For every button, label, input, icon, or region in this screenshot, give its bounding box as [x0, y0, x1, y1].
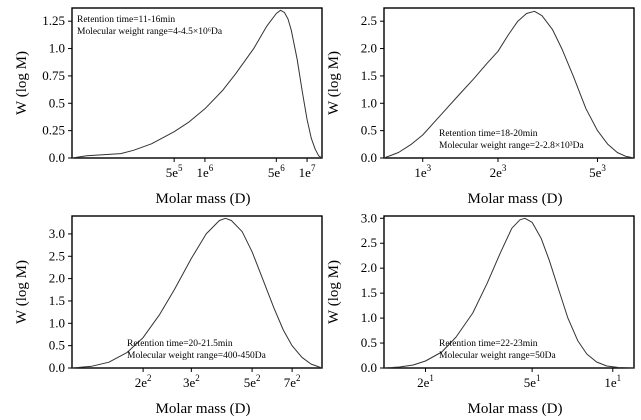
- x-tick-label: 2e1: [417, 373, 434, 390]
- y-tick-label: 2.5: [49, 248, 65, 263]
- y-tick-label: 1.25: [42, 13, 65, 28]
- y-tick-label: 0.5: [49, 95, 65, 110]
- x-tick-base: 5e: [524, 375, 537, 390]
- plot-frame: [71, 7, 323, 159]
- y-axis-title: W (log M): [326, 51, 342, 115]
- plot-frame: [383, 215, 635, 369]
- x-tick-base: 2e: [490, 165, 503, 180]
- x-tick-label: 5e3: [589, 163, 606, 180]
- series-line: [71, 217, 323, 369]
- y-tick-label: 1.0: [49, 315, 65, 330]
- x-tick-base: 2e: [135, 375, 148, 390]
- x-axis-title: Molar mass (D): [468, 191, 563, 207]
- x-tick-label: 1e3: [414, 163, 431, 180]
- x-tick-exponent: 3: [502, 163, 507, 173]
- x-tick-base: 1e: [197, 165, 210, 180]
- x-axis-title: Molar mass (D): [468, 401, 563, 417]
- y-tick-label: 0.0: [49, 150, 65, 165]
- y-tick-label: 1.5: [361, 285, 377, 300]
- x-tick-label: 5e5: [166, 163, 183, 180]
- x-tick-exponent: 2: [195, 373, 200, 383]
- x-tick-base: 5e: [244, 375, 257, 390]
- y-tick-label: 0.0: [361, 150, 377, 165]
- annotation-text: Molecular weight range=2-2.8×10³Da: [439, 141, 584, 151]
- y-tick-label: 0.5: [361, 335, 377, 350]
- x-tick-exponent: 1: [429, 373, 434, 383]
- x-tick-exponent: 7: [311, 163, 316, 173]
- y-tick-label: 1.0: [361, 95, 377, 110]
- x-tick-exponent: 2: [256, 373, 260, 383]
- x-tick-label: 7e2: [284, 373, 301, 390]
- plot-frame: [383, 7, 635, 159]
- x-tick-base: 1e: [414, 165, 427, 180]
- y-tick-label: 2.0: [361, 41, 377, 56]
- x-tick-exponent: 3: [601, 163, 606, 173]
- x-axis-title: Molar mass (D): [156, 191, 251, 207]
- annotation-text: Retention time=20-21.5min: [127, 339, 233, 349]
- x-tick-base: 2e: [417, 375, 430, 390]
- y-tick-label: 2.5: [361, 235, 377, 250]
- y-tick-label: 0.75: [42, 68, 65, 83]
- x-tick-label: 3e2: [183, 373, 200, 390]
- x-tick-label: 1e1: [604, 373, 621, 390]
- annotation-text: Molecular weight range=4-4.5×10⁶Da: [77, 27, 223, 37]
- x-tick-exponent: 6: [280, 163, 285, 173]
- y-axis-title: W (log M): [326, 260, 342, 324]
- y-tick-label: 0.0: [361, 360, 377, 375]
- x-tick-exponent: 1: [617, 373, 622, 383]
- series-line: [71, 9, 323, 159]
- annotation-text: Retention time=11-16min: [77, 15, 175, 25]
- series-line: [383, 217, 635, 369]
- x-axis-title: Molar mass (D): [156, 401, 251, 417]
- series-line: [383, 10, 635, 159]
- y-tick-label: 2.0: [361, 260, 377, 275]
- annotation-text: Molecular weight range=50Da: [439, 351, 556, 361]
- y-tick-label: 2.0: [49, 271, 65, 286]
- x-tick-base: 1e: [604, 375, 617, 390]
- x-tick-exponent: 2: [296, 373, 301, 383]
- x-tick-exponent: 2: [147, 373, 152, 383]
- annotation-text: Retention time=22-23min: [439, 339, 538, 349]
- x-tick-base: 5e: [166, 165, 179, 180]
- x-tick-exponent: 6: [209, 163, 214, 173]
- y-tick-label: 3.0: [49, 226, 65, 241]
- annotation-text: Molecular weight range=400-450Da: [127, 351, 267, 361]
- y-axis-title: W (log M): [14, 51, 30, 115]
- y-axis-title: W (log M): [14, 260, 30, 324]
- x-tick-base: 3e: [183, 375, 196, 390]
- x-tick-base: 5e: [268, 165, 281, 180]
- x-tick-label: 1e6: [197, 163, 214, 180]
- y-tick-label: 0.5: [361, 123, 377, 138]
- x-tick-label: 5e6: [268, 163, 285, 180]
- y-tick-label: 0.25: [42, 123, 65, 138]
- x-tick-exponent: 5: [178, 163, 183, 173]
- x-tick-exponent: 1: [536, 373, 541, 383]
- x-tick-label: 5e2: [244, 373, 261, 390]
- y-tick-label: 3.0: [361, 210, 377, 225]
- x-tick-label: 5e1: [524, 373, 541, 390]
- y-tick-label: 0.5: [49, 338, 65, 353]
- y-tick-label: 1.5: [361, 68, 377, 83]
- annotation-text: Retention time=18-20min: [439, 129, 538, 139]
- y-tick-label: 2.5: [361, 13, 377, 28]
- x-tick-base: 1e: [299, 165, 312, 180]
- x-tick-label: 2e2: [135, 373, 152, 390]
- plot-frame: [71, 215, 323, 369]
- x-tick-base: 7e: [284, 375, 297, 390]
- y-tick-label: 1.0: [49, 41, 65, 56]
- y-tick-label: 0.0: [49, 360, 65, 375]
- x-tick-label: 2e3: [490, 163, 507, 180]
- y-tick-label: 1.5: [49, 293, 65, 308]
- x-tick-base: 5e: [589, 165, 602, 180]
- x-tick-exponent: 3: [427, 163, 432, 173]
- x-tick-label: 1e7: [299, 163, 316, 180]
- y-tick-label: 1.0: [361, 310, 377, 325]
